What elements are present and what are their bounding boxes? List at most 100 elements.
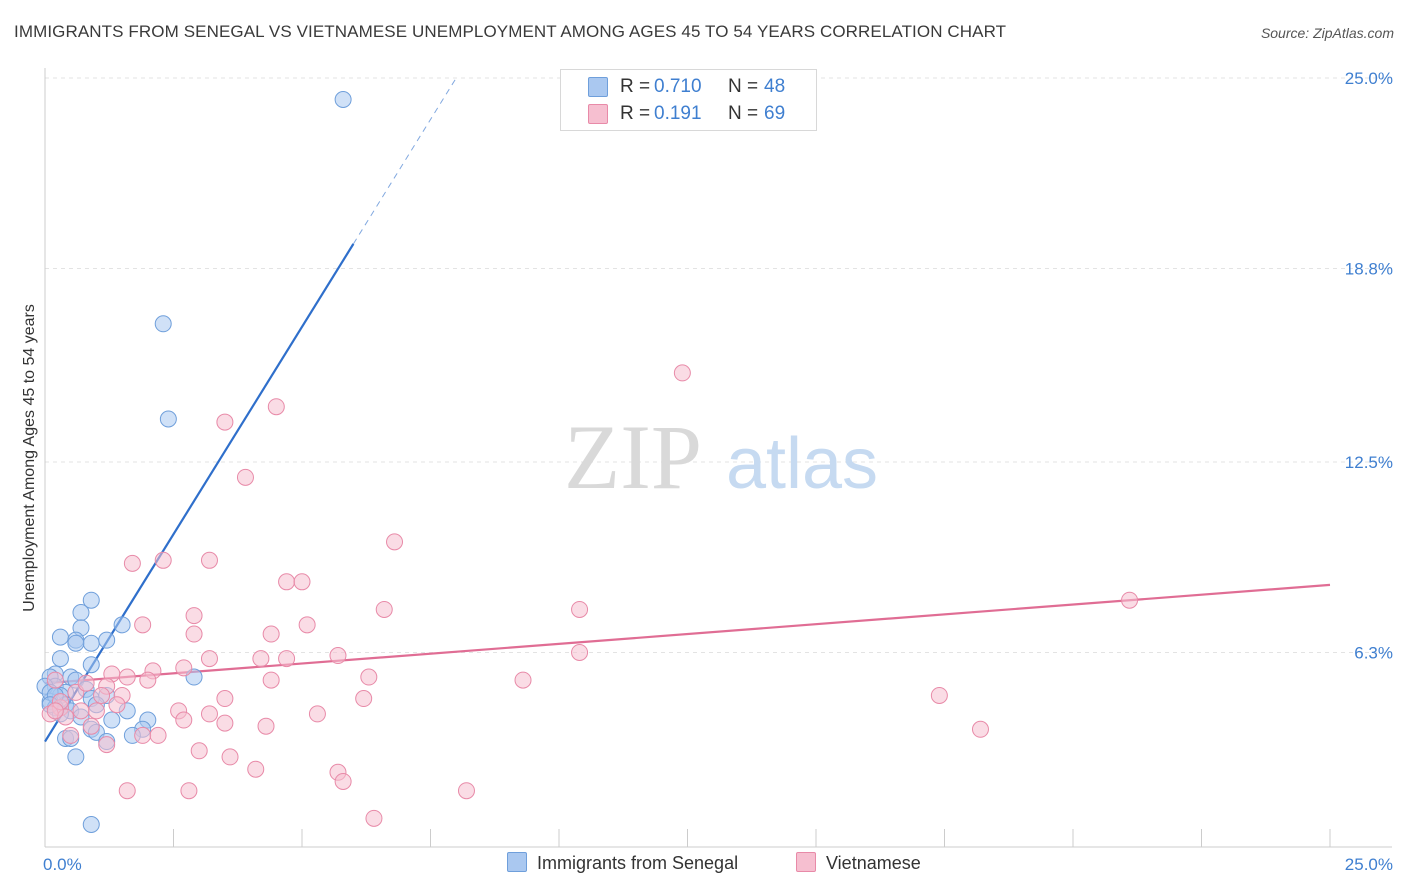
vietnamese-point — [971, 720, 989, 738]
vietnamese-point — [200, 705, 218, 723]
y-axis-label: Unemployment Among Ages 45 to 54 years — [21, 304, 38, 612]
legend-r-label: R = — [620, 103, 651, 124]
senegal-point — [72, 604, 90, 622]
vietnamese-point — [278, 650, 296, 668]
legend-item-vietnamese: Vietnamese — [796, 852, 921, 876]
vietnamese-point — [329, 647, 347, 665]
legend-n-value: 69 — [764, 103, 786, 124]
senegal-point — [51, 650, 69, 668]
vietnamese-point — [185, 607, 203, 625]
legend-r-value: 0.710 — [654, 76, 702, 97]
senegal-point — [334, 91, 352, 109]
senegal-point — [82, 591, 100, 609]
senegal-point — [82, 815, 100, 833]
vietnamese-point — [257, 717, 275, 735]
watermark: ZIP atlas — [564, 406, 878, 508]
vietnamese-point — [77, 674, 95, 692]
tick-labels: 6.3% 12.5% 18.8% 25.0% 0.0% 25.0% — [43, 69, 1393, 874]
vietnamese-point — [252, 650, 270, 668]
x-tick-label: 0.0% — [43, 855, 82, 874]
legend-label-senegal: Immigrants from Senegal — [537, 853, 739, 873]
vietnamese-point — [375, 600, 393, 618]
vietnamese-point — [87, 702, 105, 720]
vietnamese-point — [134, 726, 152, 744]
senegal-point — [113, 616, 131, 634]
senegal-trend-extension — [352, 77, 457, 245]
vietnamese-point — [571, 600, 589, 618]
legend-swatch-senegal — [507, 852, 527, 872]
vietnamese-point — [262, 625, 280, 643]
vietnamese-point — [216, 413, 234, 431]
y-tick-label: 12.5% — [1345, 453, 1393, 472]
senegal-point — [51, 628, 69, 646]
vietnamese-point — [118, 782, 136, 800]
series-vietnamese — [41, 364, 1139, 827]
vietnamese-point — [200, 650, 218, 668]
legend-swatch-senegal — [588, 77, 608, 97]
senegal-point — [82, 634, 100, 652]
senegal-point — [154, 315, 172, 333]
vietnamese-point — [149, 726, 167, 744]
senegal-point — [82, 656, 100, 674]
vietnamese-point — [62, 726, 80, 744]
vietnamese-point — [123, 554, 141, 572]
vietnamese-point — [365, 809, 383, 827]
senegal-point — [67, 748, 85, 766]
vietnamese-point — [457, 782, 475, 800]
vietnamese-point — [200, 551, 218, 569]
vietnamese-point — [216, 690, 234, 708]
vietnamese-point — [185, 625, 203, 643]
legend-label-vietnamese: Vietnamese — [826, 853, 921, 873]
watermark-zip: ZIP — [564, 406, 702, 508]
vietnamese-point — [72, 702, 90, 720]
legend-n-label: N = — [728, 76, 759, 97]
vietnamese-point — [293, 573, 311, 591]
vietnamese-point — [355, 690, 373, 708]
vietnamese-point — [221, 748, 239, 766]
gridlines — [45, 77, 1392, 653]
axes — [44, 68, 1392, 848]
vietnamese-point — [571, 643, 589, 661]
senegal-point — [98, 631, 116, 649]
senegal-point — [159, 410, 177, 428]
vietnamese-point — [514, 671, 532, 689]
legend-r-label: R = — [620, 76, 651, 97]
vietnamese-point — [180, 782, 198, 800]
vietnamese-point — [190, 742, 208, 760]
vietnamese-point — [46, 702, 64, 720]
vietnamese-point — [108, 696, 126, 714]
vietnamese-point — [82, 717, 100, 735]
vietnamese-point — [262, 671, 280, 689]
correlation-legend: R = 0.710 N = 48 R = 0.191 N = 69 — [560, 69, 817, 131]
legend-n-label: N = — [728, 103, 759, 124]
vietnamese-point — [308, 705, 326, 723]
watermark-atlas: atlas — [726, 424, 878, 504]
source-label: Source: ZipAtlas.com — [1260, 25, 1394, 41]
vietnamese-point — [673, 364, 691, 382]
vietnamese-point — [139, 671, 157, 689]
vietnamese-point — [278, 573, 296, 591]
vietnamese-point — [175, 659, 193, 677]
vietnamese-point — [98, 736, 116, 754]
legend-item-senegal: Immigrants from Senegal — [507, 852, 738, 876]
vietnamese-point — [118, 668, 136, 686]
x-tick-label: 25.0% — [1345, 855, 1393, 874]
legend-swatch-vietnamese — [588, 104, 608, 124]
vietnamese-point — [216, 714, 234, 732]
vietnamese-point — [267, 398, 285, 416]
vietnamese-point — [134, 616, 152, 634]
vietnamese-point — [93, 686, 111, 704]
vietnamese-point — [298, 616, 316, 634]
vietnamese-point — [360, 668, 378, 686]
vietnamese-point — [154, 551, 172, 569]
y-tick-label: 25.0% — [1345, 69, 1393, 88]
legend-swatch-vietnamese — [796, 852, 816, 872]
vietnamese-point — [236, 468, 254, 486]
vietnamese-point — [930, 686, 948, 704]
vietnamese-point — [46, 671, 64, 689]
chart-title: IMMIGRANTS FROM SENEGAL VS VIETNAMESE UN… — [14, 22, 1007, 41]
legend-n-value: 48 — [764, 76, 786, 97]
vietnamese-point — [247, 760, 265, 778]
vietnamese-point — [334, 772, 352, 790]
